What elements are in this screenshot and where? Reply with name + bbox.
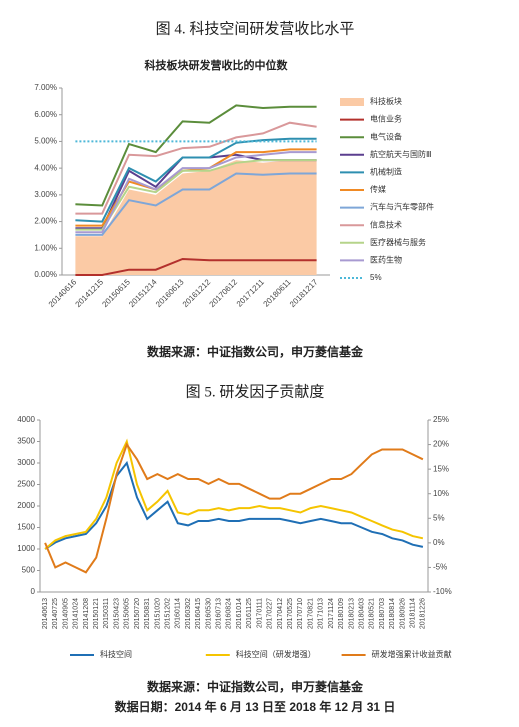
line	[75, 151, 317, 234]
y-tick-label: 2000	[17, 501, 35, 510]
line	[75, 137, 317, 223]
x-tick-label: 20181114	[410, 598, 417, 628]
x-tick-label: 20170710	[297, 598, 304, 629]
legend-label: 医药生物	[370, 255, 402, 265]
legend-label: 电信业务	[370, 114, 402, 124]
y-tick-label: 500	[22, 566, 36, 575]
y-tick-label: 20%	[433, 440, 449, 449]
x-tick-label: 20150423	[113, 598, 120, 629]
x-tick-label: 20140725	[52, 598, 59, 629]
x-tick-label: 20140613	[42, 598, 49, 629]
x-tick-label: 20181226	[420, 598, 427, 629]
x-tick-label: 20170821	[307, 598, 314, 629]
y-tick-label: 2.00%	[34, 217, 57, 226]
legend-label: 机械制造	[370, 167, 402, 177]
x-tick-label: 20150720	[134, 598, 141, 629]
y-tick-label: 2500	[17, 480, 35, 489]
legend-label: 汽车与汽车零部件	[370, 202, 434, 212]
line	[44, 438, 424, 550]
y-tick-label: 6.00%	[34, 110, 57, 119]
date-note: 数据日期：2014 年 6 月 13 日至 2018 年 12 月 31 日	[115, 699, 396, 714]
x-tick-label: 20180926	[399, 598, 406, 629]
x-tick-label: 20141208	[83, 598, 90, 629]
x-tick-label: 20170525	[287, 598, 294, 629]
y-tick-label: 1500	[17, 523, 35, 532]
y-tick-label: 0%	[433, 538, 445, 547]
figure-caption: 图 5. 研发因子贡献度	[186, 383, 325, 400]
x-tick-label: 20151020	[154, 598, 161, 629]
legend-label: 信息技术	[370, 219, 402, 229]
y-tick-label: -10%	[433, 587, 452, 596]
y-tick-label: 7.00%	[34, 83, 57, 92]
legend-label: 航空航天与国防Ⅲ	[370, 149, 432, 159]
area	[75, 160, 317, 275]
x-tick-label: 20180403	[358, 598, 365, 629]
x-tick-label: 20170412	[277, 598, 284, 629]
y-tick-label: 4000	[17, 415, 35, 424]
line	[44, 442, 424, 574]
legend-label: 电气设备	[370, 131, 402, 141]
legend-swatch	[340, 98, 364, 106]
line	[44, 460, 424, 550]
line	[75, 121, 317, 215]
y-tick-label: 5%	[433, 513, 445, 522]
y-tick-label: 3000	[17, 458, 35, 467]
y-tick-label: 3.00%	[34, 190, 57, 199]
x-tick-label: 20170111	[256, 598, 263, 628]
y-tick-label: 25%	[433, 415, 449, 424]
x-tick-label: 20171124	[328, 598, 335, 629]
legend-label: 科技板块	[370, 96, 402, 106]
x-tick-label: 20160302	[185, 598, 192, 629]
y-tick-label: 10%	[433, 489, 449, 498]
y-tick-label: -5%	[433, 563, 447, 572]
y-tick-label: 0	[31, 587, 36, 596]
source-note: 数据来源：中证指数公司，申万菱信基金	[147, 679, 364, 694]
x-tick-label: 20161014	[236, 598, 243, 629]
x-tick-label: 20150121	[93, 598, 100, 629]
x-tick-label: 20150605	[124, 598, 131, 629]
line	[75, 257, 317, 276]
line	[75, 172, 317, 236]
legend-label: 研发增强累计收益贡献	[372, 649, 452, 659]
x-tick-label: 20160824	[226, 598, 233, 629]
y-tick-label: 15%	[433, 464, 449, 473]
x-tick-label: 20160415	[195, 598, 202, 629]
x-tick-label: 20171211	[235, 277, 267, 309]
x-tick-label: 20180213	[348, 598, 355, 629]
x-tick-label: 20180703	[379, 598, 386, 629]
x-tick-label: 20171013	[318, 598, 325, 629]
x-tick-label: 20170227	[267, 598, 274, 629]
source-note: 数据来源：中证指数公司，申万菱信基金	[147, 344, 364, 359]
x-tick-label: 20170612	[208, 277, 240, 309]
x-tick-label: 20180109	[338, 598, 345, 629]
legend-label: 医疗器械与服务	[370, 237, 426, 247]
y-tick-label: 1000	[17, 544, 35, 553]
y-tick-label: 3500	[17, 437, 35, 446]
x-tick-label: 20181217	[288, 277, 320, 309]
line	[75, 104, 317, 207]
x-tick-label: 20150831	[144, 598, 151, 629]
x-tick-label: 20160530	[205, 598, 212, 629]
x-tick-label: 20141024	[73, 598, 80, 629]
figure-caption: 图 4. 科技空间研发营收比水平	[156, 20, 355, 37]
x-tick-label: 20161125	[246, 598, 253, 629]
y-tick-label: 0.00%	[34, 270, 57, 279]
legend-label: 科技空间	[100, 649, 132, 659]
x-tick-label: 20160713	[216, 598, 223, 629]
x-tick-label: 20160114	[175, 598, 182, 629]
x-tick-label: 20180814	[389, 598, 396, 629]
x-tick-label: 20151202	[164, 598, 171, 629]
x-tick-label: 20140905	[62, 598, 69, 629]
legend-label: 5%	[370, 273, 382, 282]
line	[75, 159, 317, 231]
x-tick-label: 20150311	[103, 598, 110, 629]
y-tick-label: 5.00%	[34, 137, 57, 146]
chart-title: 科技板块研发营收比的中位数	[145, 58, 289, 72]
y-tick-label: 1.00%	[34, 243, 57, 252]
legend-label: 科技空间（研发增强）	[236, 649, 316, 659]
legend-label: 传媒	[370, 184, 386, 194]
y-tick-label: 4.00%	[34, 163, 57, 172]
x-tick-label: 20180521	[369, 598, 376, 629]
